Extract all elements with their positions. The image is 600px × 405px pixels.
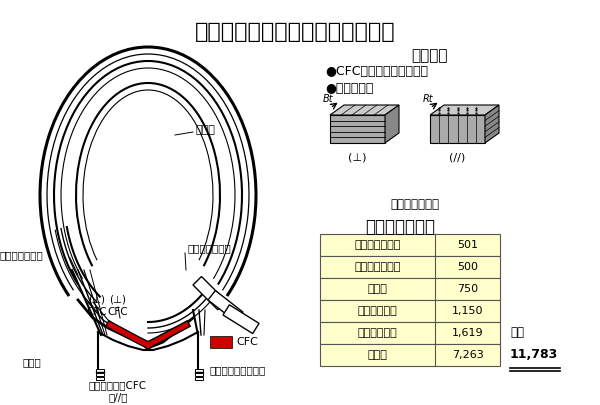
Polygon shape xyxy=(208,290,243,322)
Text: 外側バッフル板: 外側バッフル板 xyxy=(188,243,232,253)
Text: 合計: 合計 xyxy=(510,326,524,339)
Text: 使用材料: 使用材料 xyxy=(412,48,448,63)
Text: 1,150: 1,150 xyxy=(452,306,483,316)
Bar xyxy=(320,322,500,344)
Polygon shape xyxy=(330,115,385,143)
Text: 使用タイル枚数: 使用タイル枚数 xyxy=(365,218,435,236)
Bar xyxy=(96,369,104,372)
Text: 外側ダイバータ: 外側ダイバータ xyxy=(355,262,401,272)
Text: 内側ダイバータ: 内側ダイバータ xyxy=(355,240,401,250)
Bar xyxy=(96,373,104,376)
Text: ドーム: ドーム xyxy=(368,284,388,294)
Text: 1,619: 1,619 xyxy=(452,328,484,338)
Bar xyxy=(195,369,203,372)
Text: 炭素繊維の配向: 炭素繊維の配向 xyxy=(391,198,439,211)
Text: 第一壁及びダイバータタイル材料: 第一壁及びダイバータタイル材料 xyxy=(194,22,395,42)
Text: 第一壁: 第一壁 xyxy=(195,125,215,135)
Polygon shape xyxy=(430,115,485,143)
Bar xyxy=(320,344,500,366)
Bar xyxy=(320,278,500,300)
Bar xyxy=(195,373,203,376)
Text: 内側バッフル板: 内側バッフル板 xyxy=(0,250,44,260)
Polygon shape xyxy=(330,105,399,115)
Text: ●等方性黒鉛: ●等方性黒鉛 xyxy=(325,82,373,95)
Text: その他: その他 xyxy=(368,350,388,360)
Bar xyxy=(320,256,500,278)
Polygon shape xyxy=(385,105,399,143)
Text: (⊥)
CFC: (⊥) CFC xyxy=(86,295,107,318)
Bar xyxy=(320,234,500,256)
Text: 11,783: 11,783 xyxy=(510,348,558,362)
Text: ●CFC（炭素繊維複合材）: ●CFC（炭素繊維複合材） xyxy=(325,65,428,78)
Polygon shape xyxy=(223,305,259,334)
Text: 内側バッフル: 内側バッフル xyxy=(358,306,397,316)
Text: (//): (//) xyxy=(449,152,465,162)
Polygon shape xyxy=(430,105,499,115)
Polygon shape xyxy=(485,105,499,143)
Text: Bt: Bt xyxy=(323,94,334,104)
Text: Rt: Rt xyxy=(422,94,433,104)
Text: 7,263: 7,263 xyxy=(452,350,484,360)
Bar xyxy=(320,300,500,322)
Text: (⊥)
CFC: (⊥) CFC xyxy=(107,295,128,318)
Text: その他は等方性黒鉛: その他は等方性黒鉛 xyxy=(210,365,266,375)
Text: 501: 501 xyxy=(457,240,478,250)
Text: 500: 500 xyxy=(457,262,478,272)
Text: CFC: CFC xyxy=(236,337,258,347)
Bar xyxy=(210,336,232,348)
Text: ダイバータ：CFC
（//）: ダイバータ：CFC （//） xyxy=(89,380,147,403)
Text: 750: 750 xyxy=(457,284,478,294)
Polygon shape xyxy=(193,277,226,310)
Text: 外側バッフル: 外側バッフル xyxy=(358,328,397,338)
Bar xyxy=(195,377,203,380)
Text: ドーム: ドーム xyxy=(23,357,41,367)
Text: (⊥): (⊥) xyxy=(348,152,366,162)
Bar xyxy=(96,377,104,380)
